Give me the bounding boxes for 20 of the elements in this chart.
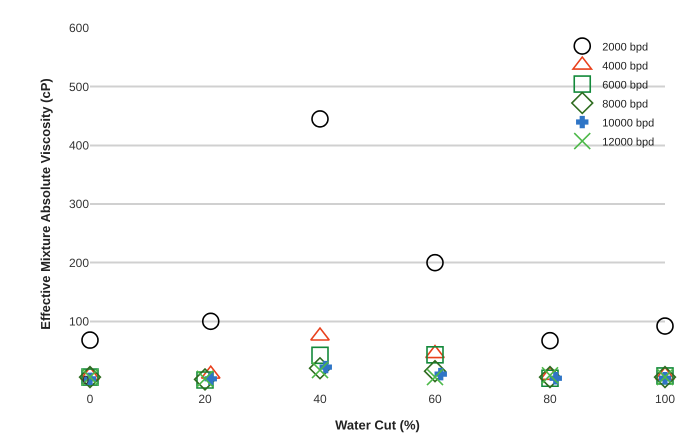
y-tick-label: 300 <box>68 197 90 212</box>
x-tick-label: 20 <box>198 392 212 406</box>
y-axis-title: Effective Mixture Absolute Viscosity (cP) <box>38 78 53 330</box>
y-tick-label: 400 <box>68 138 90 153</box>
y-tick-label: 600 <box>68 21 90 36</box>
legend-label: 4000 bpd <box>602 60 648 72</box>
y-tick-label: 500 <box>68 80 90 94</box>
y-tick-label: 100 <box>68 314 90 329</box>
x-tick-label: 60 <box>428 392 442 406</box>
legend-label: 8000 bpd <box>602 98 648 110</box>
x-tick-label: 80 <box>543 392 557 406</box>
y-tick-label: 0 <box>82 373 90 388</box>
y-tick-label: 200 <box>68 256 90 270</box>
x-axis-title: Water Cut (%) <box>335 418 420 433</box>
legend-label: 12000 bpd <box>602 136 654 148</box>
legend-label: 6000 bpd <box>602 79 648 92</box>
legend-label: 2000 bpd <box>602 41 648 54</box>
legend-label: 10000 bpd <box>602 117 654 130</box>
x-tick-label: 40 <box>313 392 327 406</box>
x-tick-label: 100 <box>654 392 676 406</box>
